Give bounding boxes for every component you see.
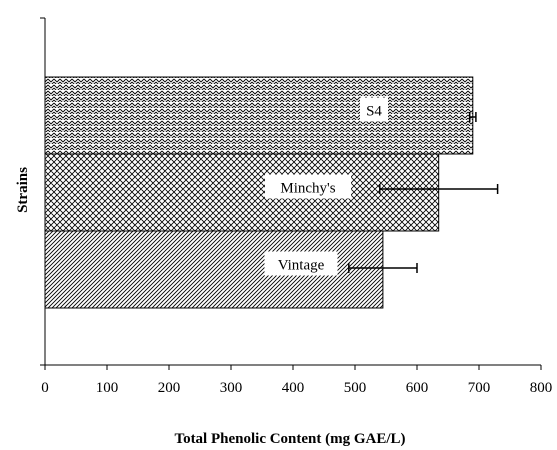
- x-tick-label: 0: [41, 380, 49, 396]
- x-tick-label: 600: [406, 380, 429, 396]
- x-tick-label: 400: [282, 380, 305, 396]
- x-tick-label: 700: [468, 380, 491, 396]
- bar-s4: [44, 76, 474, 155]
- x-tick-label: 100: [96, 380, 119, 396]
- bar-category-label: S4: [366, 104, 382, 120]
- plot-area: S4 Minchy's Vintage 0 100 200 300 400 500 600 700…: [40, 17, 553, 396]
- x-tick-label: 200: [158, 380, 181, 396]
- bar-label-box: [264, 251, 338, 276]
- x-tick-label: 300: [220, 380, 243, 396]
- y-axis-title: Strains: [15, 167, 31, 213]
- x-tick-label: 500: [344, 380, 367, 396]
- bar-label-box: [265, 174, 351, 199]
- bar-label-box: [360, 97, 388, 122]
- bar-category-label: Minchy's: [280, 181, 335, 197]
- bar-minchy-s: [44, 153, 440, 232]
- x-tick-label: 800: [530, 380, 553, 396]
- x-axis-title: Total Phenolic Content (mg GAE/L): [174, 431, 405, 447]
- bar-category-label: Vintage: [278, 258, 325, 274]
